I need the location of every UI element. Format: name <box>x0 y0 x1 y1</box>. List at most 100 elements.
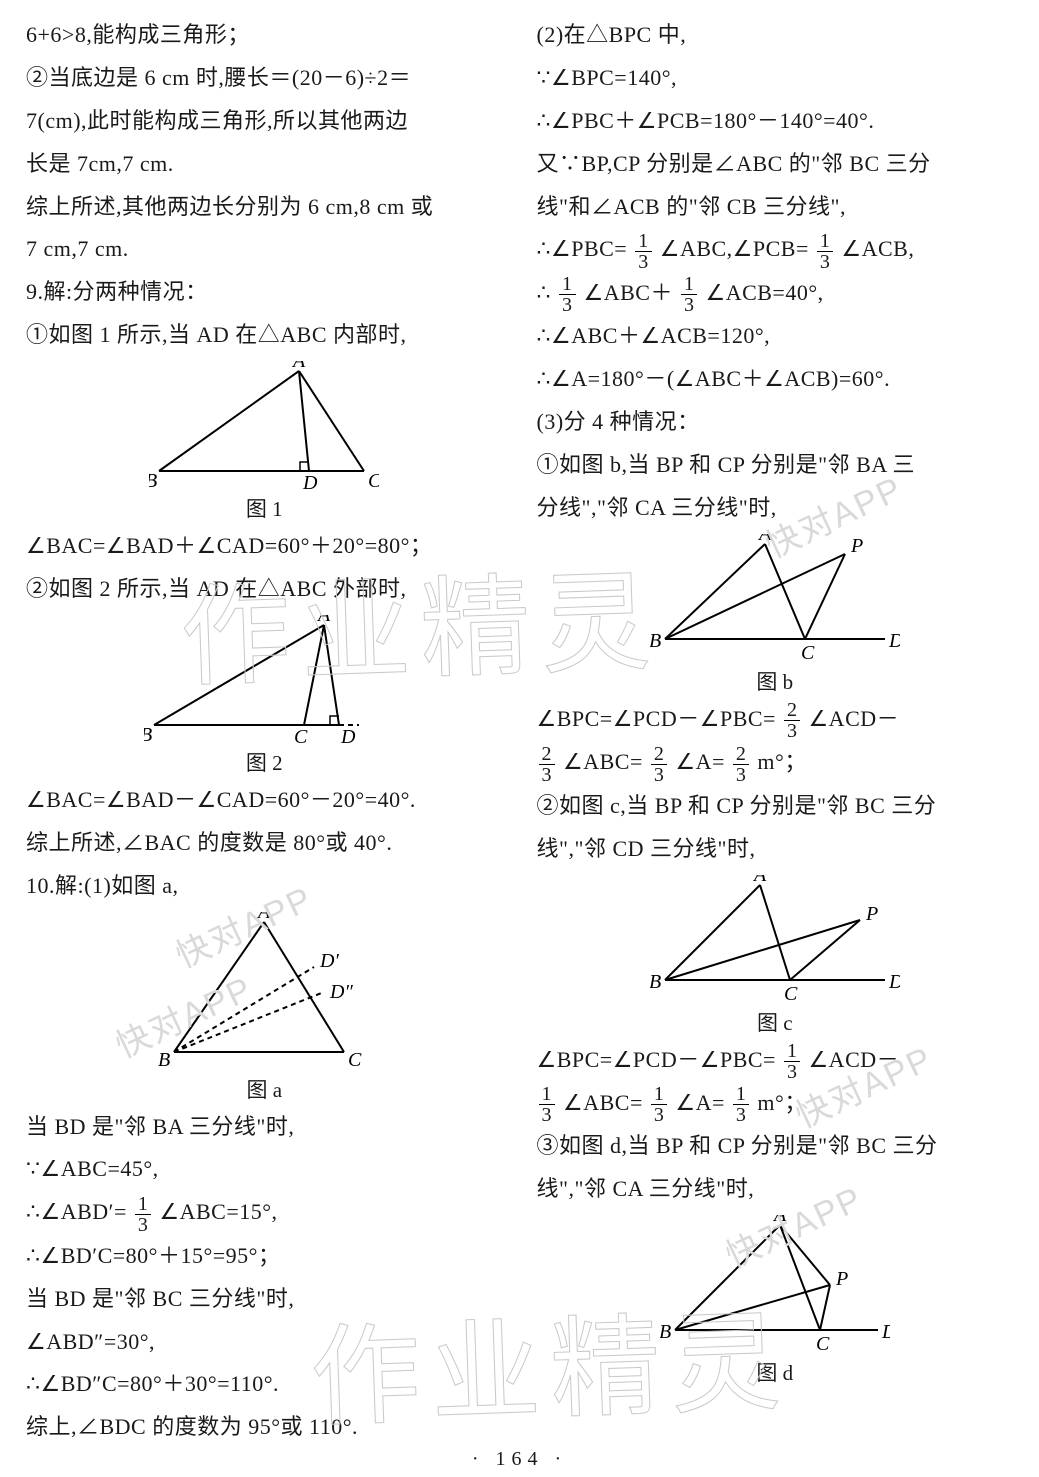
svg-text:P: P <box>865 903 878 925</box>
fraction: 23 <box>733 744 750 785</box>
text-line: 综上,∠BDC 的度数为 95°或 110°. <box>26 1406 503 1449</box>
text-line: ∴ 13 ∠ABC＋ 13 ∠ACB=40°, <box>537 272 1014 315</box>
text-fragment: ∠ABC=15°, <box>159 1199 277 1224</box>
text-line: (2)在△BPC 中, <box>537 14 1014 57</box>
text-fragment: ∠ACB=40°, <box>705 280 823 305</box>
svg-text:D: D <box>340 726 356 745</box>
svg-text:B: B <box>650 971 661 993</box>
text-fragment: ∠ABC= <box>563 749 643 774</box>
svg-text:A: A <box>316 615 331 626</box>
svg-text:D′: D′ <box>319 950 339 972</box>
figure-c: ABCDP 图 c <box>537 875 1014 1037</box>
text-line: ∵∠ABC=45°, <box>26 1148 503 1191</box>
triangle-diagram-icon: ABCDP <box>660 1215 890 1355</box>
svg-text:P: P <box>850 535 863 557</box>
text-line: ∴∠BD′C=80°＋15°=95°； <box>26 1235 503 1278</box>
svg-text:A: A <box>757 534 772 545</box>
text-line: 当 BD 是"邻 BC 三分线"时, <box>26 1278 503 1321</box>
text-line: 又∵BP,CP 分别是∠ABC 的"邻 BC 三分 <box>537 143 1014 186</box>
text-line: ②当底边是 6 cm 时,腰长＝(20－6)÷2＝ <box>26 57 503 100</box>
page-columns: 6+6>8,能构成三角形； ②当底边是 6 cm 时,腰长＝(20－6)÷2＝ … <box>26 14 1013 1463</box>
triangle-diagram-icon: ABCD′D″ <box>154 912 374 1072</box>
svg-text:D″: D″ <box>329 981 353 1003</box>
text-line: 23 ∠ABC= 23 ∠A= 23 m°； <box>537 741 1014 784</box>
triangle-diagram-icon: ABCDP <box>650 534 900 664</box>
svg-text:A: A <box>256 912 271 923</box>
left-column: 6+6>8,能构成三角形； ②当底边是 6 cm 时,腰长＝(20－6)÷2＝ … <box>26 14 503 1463</box>
fraction: 13 <box>651 1084 668 1125</box>
text-line: ∴∠A=180°－(∠ABC＋∠ACB)=60°. <box>537 358 1014 401</box>
fraction: 13 <box>135 1194 152 1235</box>
triangle-diagram-icon: A B C D <box>149 361 379 491</box>
triangle-diagram-icon: ABCD <box>144 615 384 745</box>
text-fragment: ∴∠PBC= <box>537 236 628 261</box>
figure-caption: 图 c <box>757 1007 793 1037</box>
text-line: 13 ∠ABC= 13 ∠A= 13 m°； <box>537 1082 1014 1125</box>
text-line: 6+6>8,能构成三角形； <box>26 14 503 57</box>
text-fragment: ∠BPC=∠PCD－∠PBC= <box>537 706 776 731</box>
svg-text:C: C <box>368 470 379 491</box>
triangle-diagram-icon: ABCDP <box>650 875 900 1005</box>
text-fragment: ∠ABC,∠PCB= <box>660 236 809 261</box>
text-line: 9.解:分两种情况： <box>26 271 503 314</box>
svg-text:B: B <box>158 1049 170 1071</box>
text-line: 线","邻 CA 三分线"时, <box>537 1168 1014 1211</box>
text-line: 综上所述,∠BAC 的度数是 80°或 40°. <box>26 822 503 865</box>
svg-text:D: D <box>881 1321 890 1343</box>
svg-text:A: A <box>772 1215 787 1226</box>
svg-text:P: P <box>835 1268 848 1290</box>
text-line: 当 BD 是"邻 BA 三分线"时, <box>26 1106 503 1149</box>
svg-text:B: B <box>149 470 157 491</box>
fraction: 13 <box>539 1084 556 1125</box>
text-line: ∠BAC=∠BAD－∠CAD=60°－20°=40°. <box>26 779 503 822</box>
fraction: 13 <box>817 231 834 272</box>
text-line: ∠BAC=∠BAD＋∠CAD=60°＋20°=80°； <box>26 525 503 568</box>
fraction: 13 <box>681 274 698 315</box>
svg-text:A: A <box>291 361 306 372</box>
text-line: 7(cm),此时能构成三角形,所以其他两边 <box>26 100 503 143</box>
svg-text:C: C <box>801 642 815 664</box>
figure-caption: 图 b <box>756 666 793 696</box>
right-column: (2)在△BPC 中, ∵∠BPC=140°, ∴∠PBC＋∠PCB=180°－… <box>537 14 1014 1463</box>
text-line: 10.解:(1)如图 a, <box>26 865 503 908</box>
text-fragment: ∴ <box>537 280 552 305</box>
figure-1: A B C D 图 1 <box>26 361 503 523</box>
svg-text:B: B <box>650 630 661 652</box>
text-line: ∴∠ABD′= 13 ∠ABC=15°, <box>26 1191 503 1234</box>
fraction: 23 <box>784 700 801 741</box>
svg-text:C: C <box>784 983 798 1005</box>
fraction: 13 <box>733 1084 750 1125</box>
text-fragment: ∠ACD－ <box>808 706 899 731</box>
text-fragment: m°； <box>757 1090 806 1115</box>
text-line: 线","邻 CD 三分线"时, <box>537 828 1014 871</box>
text-line: ∴∠BD″C=80°＋30°=110°. <box>26 1363 503 1406</box>
svg-text:A: A <box>752 875 767 886</box>
text-fragment: ∴∠ABD′= <box>26 1199 127 1224</box>
figure-caption: 图 a <box>246 1074 282 1104</box>
text-line: ∴∠PBC= 13 ∠ABC,∠PCB= 13 ∠ACB, <box>537 228 1014 271</box>
figure-a: ABCD′D″ 图 a <box>26 912 503 1104</box>
svg-text:D: D <box>302 472 318 491</box>
text-fragment: ∠BPC=∠PCD－∠PBC= <box>537 1047 776 1072</box>
text-line: 长是 7cm,7 cm. <box>26 143 503 186</box>
figure-caption: 图 2 <box>246 747 283 777</box>
svg-text:B: B <box>144 724 152 745</box>
text-line: 7 cm,7 cm. <box>26 228 503 271</box>
text-line: ②如图 2 所示,当 AD 在△ABC 外部时, <box>26 568 503 611</box>
text-fragment: ∠ACD－ <box>808 1047 899 1072</box>
text-line: ①如图 b,当 BP 和 CP 分别是"邻 BA 三 <box>537 444 1014 487</box>
svg-text:B: B <box>660 1321 671 1343</box>
text-line: 综上所述,其他两边长分别为 6 cm,8 cm 或 <box>26 186 503 229</box>
text-line: ∠BPC=∠PCD－∠PBC= 13 ∠ACD－ <box>537 1039 1014 1082</box>
text-fragment: ∠A= <box>675 1090 725 1115</box>
text-line: ③如图 d,当 BP 和 CP 分别是"邻 BC 三分 <box>537 1125 1014 1168</box>
figure-2: ABCD 图 2 <box>26 615 503 777</box>
figure-caption: 图 1 <box>246 493 283 523</box>
text-line: ∴∠PBC＋∠PCB=180°－140°=40°. <box>537 100 1014 143</box>
page-number: · 164 · <box>0 1448 1039 1471</box>
text-fragment: ∠A= <box>675 749 725 774</box>
text-line: (3)分 4 种情况： <box>537 401 1014 444</box>
text-line: ∠ABD″=30°, <box>26 1321 503 1364</box>
fraction: 23 <box>651 744 668 785</box>
fraction: 13 <box>559 274 576 315</box>
